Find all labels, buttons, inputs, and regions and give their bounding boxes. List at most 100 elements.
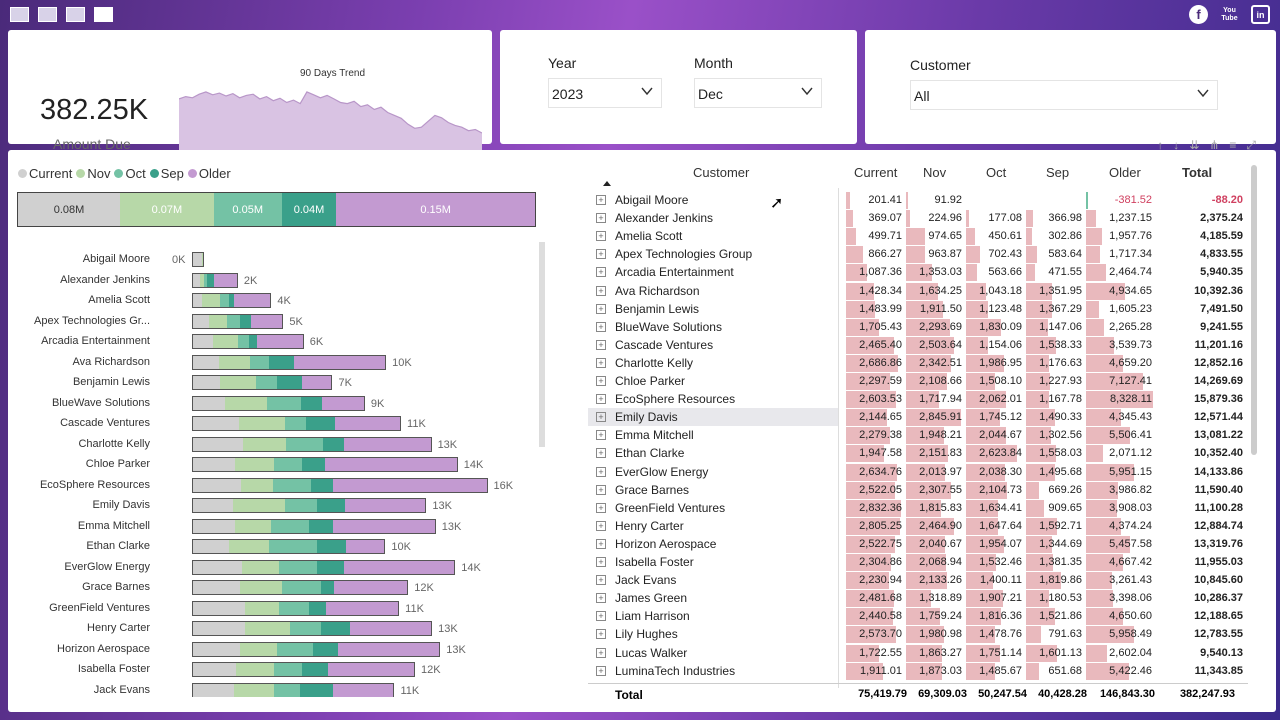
bar-segment-older[interactable] xyxy=(333,581,408,594)
bar-segment-current[interactable] xyxy=(193,581,240,594)
matrix-row[interactable]: + Lily Hughes 2,573.70 1,980.98 1,478.76 791.… xyxy=(588,625,1248,644)
bar-segment-sep[interactable] xyxy=(310,478,333,492)
summary-segment-nov[interactable]: 0.07M xyxy=(120,193,214,226)
matrix-scrollbar[interactable] xyxy=(1251,165,1257,455)
sort-ascending-icon[interactable] xyxy=(603,181,611,186)
expand-row-icon[interactable]: + xyxy=(596,303,606,314)
bar-segment-older[interactable] xyxy=(234,294,271,307)
bar-segment-oct[interactable] xyxy=(273,663,303,676)
bar-segment-sep[interactable] xyxy=(268,355,294,369)
bar-segment-nov[interactable] xyxy=(202,294,221,307)
bar-segment-sep[interactable] xyxy=(302,458,325,471)
matrix-row[interactable]: + EcoSphere Resources 2,603.53 1,717.94 2,06… xyxy=(588,390,1248,409)
legend-item-oct[interactable]: Oct xyxy=(114,166,146,181)
bar-segment-current[interactable] xyxy=(193,540,229,553)
bar-segment-nov[interactable] xyxy=(219,355,250,369)
matrix-row[interactable]: + Apex Technologies Group 866.27 963.87 702.… xyxy=(588,245,1248,264)
expand-row-icon[interactable]: + xyxy=(596,195,606,205)
bar-segment-oct[interactable] xyxy=(278,560,317,574)
bar-segment-older[interactable] xyxy=(327,663,414,676)
bar-segment-older[interactable] xyxy=(338,642,440,656)
matrix-row[interactable]: + Chloe Parker 2,297.59 2,108.66 1,508.10 1,2… xyxy=(588,372,1248,390)
legend-item-current[interactable]: Current xyxy=(18,166,72,181)
bar-row[interactable]: Ethan Clarke 10K xyxy=(8,537,538,557)
bar-segment-sep[interactable] xyxy=(313,642,339,656)
bar-segment-sep[interactable] xyxy=(207,273,215,287)
col-header-older[interactable]: Older xyxy=(1109,165,1141,180)
expand-row-icon[interactable]: + xyxy=(596,575,606,586)
bar-row[interactable]: EcoSphere Resources 16K xyxy=(8,476,538,496)
bar-segment-oct[interactable] xyxy=(271,519,309,533)
bar-segment-nov[interactable] xyxy=(201,253,203,266)
legend-item-nov[interactable]: Nov xyxy=(76,166,110,181)
bar-segment-oct[interactable] xyxy=(226,314,240,328)
month-dropdown[interactable]: Dec xyxy=(694,78,822,108)
bar-segment-nov[interactable] xyxy=(220,376,256,389)
bar-segment-sep[interactable] xyxy=(309,601,326,615)
matrix-row[interactable]: + Isabella Foster 2,304.86 2,068.94 1,532.46… xyxy=(588,553,1248,571)
drill-down-icon[interactable]: ↓ xyxy=(1173,138,1180,152)
bar-segment-older[interactable] xyxy=(321,396,364,410)
hierarchy-icon[interactable]: ⋔ xyxy=(1209,138,1220,152)
bar-row[interactable]: Ava Richardson 10K xyxy=(8,353,538,373)
bar-segment-older[interactable] xyxy=(332,478,487,492)
col-header-sep[interactable]: Sep xyxy=(1046,165,1070,180)
bar-segment-oct[interactable] xyxy=(273,683,300,697)
expand-row-icon[interactable]: + xyxy=(596,339,606,350)
bar-segment-nov[interactable] xyxy=(224,396,267,410)
bar-segment-oct[interactable] xyxy=(203,273,208,287)
matrix-row[interactable]: + James Green 2,481.68 1,318.89 1,907.21 1,18… xyxy=(588,589,1248,608)
bar-segment-current[interactable] xyxy=(193,417,239,430)
col-header-oct[interactable]: Oct xyxy=(986,165,1007,180)
bar-segment-nov[interactable] xyxy=(239,581,283,594)
bar-segment-sep[interactable] xyxy=(306,417,335,430)
expand-row-icon[interactable]: + xyxy=(596,357,606,368)
chart-scrollbar[interactable] xyxy=(539,242,545,447)
summary-segment-sep[interactable]: 0.04M xyxy=(281,193,337,226)
matrix-row[interactable]: + Amelia Scott 499.71 974.65 450.61 302.86 1,9… xyxy=(588,227,1248,246)
bar-segment-older[interactable] xyxy=(334,417,400,430)
bar-segment-nov[interactable] xyxy=(235,663,274,676)
bar-segment-sep[interactable] xyxy=(300,396,322,410)
bar-segment-nov[interactable] xyxy=(244,622,291,635)
matrix-row[interactable]: + Ethan Clarke 1,947.58 2,151.83 2,623.84 1,5… xyxy=(588,444,1248,463)
bar-segment-current[interactable] xyxy=(193,294,203,307)
bar-segment-oct[interactable] xyxy=(255,376,277,389)
col-header-total[interactable]: Total xyxy=(1182,165,1213,180)
matrix-row[interactable]: + Liam Harrison 2,440.58 1,759.24 1,816.36 1,… xyxy=(588,607,1248,626)
bar-row[interactable]: Jack Evans 11K xyxy=(8,681,538,697)
bar-segment-current[interactable] xyxy=(193,499,233,512)
bar-segment-sep[interactable] xyxy=(239,314,251,328)
legend-item-older[interactable]: Older xyxy=(187,166,231,181)
facebook-icon[interactable]: f xyxy=(1189,5,1208,24)
expand-row-icon[interactable]: + xyxy=(596,484,606,495)
bar-segment-nov[interactable] xyxy=(235,519,272,533)
expand-row-icon[interactable]: + xyxy=(596,376,606,386)
matrix-row[interactable]: + Abigail Moore 201.41 91.92 -381.52 -88.20 xyxy=(588,191,1248,209)
bar-segment-current[interactable] xyxy=(193,601,246,615)
bar-segment-sep[interactable] xyxy=(302,663,328,676)
matrix-row[interactable]: + Emma Mitchell 2,279.38 1,948.21 2,044.67 1,… xyxy=(588,426,1248,445)
bar-segment-older[interactable] xyxy=(250,314,283,328)
bar-row[interactable]: Apex Technologies Gr... 5K xyxy=(8,312,538,332)
col-header-current[interactable]: Current xyxy=(854,165,898,180)
bar-segment-older[interactable] xyxy=(332,519,435,533)
bar-row[interactable]: EverGlow Energy 14K xyxy=(8,558,538,578)
bar-segment-current[interactable] xyxy=(193,253,202,266)
filter-icon[interactable]: ≡ xyxy=(1229,138,1237,152)
expand-row-icon[interactable]: + xyxy=(596,466,606,477)
bar-segment-nov[interactable] xyxy=(241,560,279,574)
bar-segment-nov[interactable] xyxy=(229,540,269,553)
bar-segment-oct[interactable] xyxy=(277,642,314,656)
bar-segment-nov[interactable] xyxy=(239,642,278,656)
bar-row[interactable]: Horizon Aerospace 13K xyxy=(8,640,538,660)
bar-row[interactable]: BlueWave Solutions 9K xyxy=(8,394,538,414)
expand-row-icon[interactable]: + xyxy=(596,538,606,549)
bar-segment-oct[interactable] xyxy=(274,458,303,471)
bar-segment-current[interactable] xyxy=(193,458,236,471)
drill-up-icon[interactable]: ↑ xyxy=(1157,138,1164,152)
summary-segment-older[interactable]: 0.15M xyxy=(336,193,535,226)
bar-segment-oct[interactable] xyxy=(285,437,323,451)
bar-segment-nov[interactable] xyxy=(241,478,273,492)
expand-row-icon[interactable]: + xyxy=(596,629,606,640)
